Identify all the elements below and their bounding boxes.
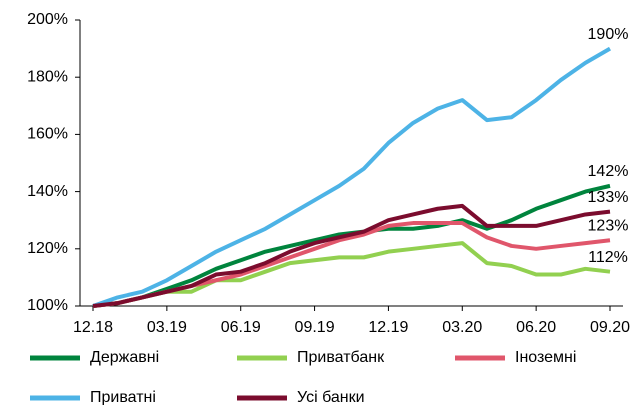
data-label: 190% (588, 26, 629, 43)
y-tick-label: 140% (27, 183, 68, 200)
x-tick-label: 12.18 (73, 319, 113, 336)
y-tick-label: 160% (27, 126, 68, 143)
y-tick-label: 200% (27, 11, 68, 28)
y-tick-label: 180% (27, 68, 68, 85)
x-tick-label: 03.20 (442, 319, 482, 336)
data-label: 142% (588, 163, 629, 180)
legend-label: Приватні (90, 389, 156, 405)
y-tick-label: 100% (27, 297, 68, 314)
x-tick-label: 06.19 (221, 319, 261, 336)
data-label: 112% (588, 249, 628, 266)
series-line (92, 241, 611, 308)
legend-label: Приватбанк (297, 349, 385, 366)
x-tick-label: 03.19 (147, 319, 187, 336)
legend-label: Іноземні (515, 349, 576, 366)
x-tick-label: 09.20 (590, 319, 630, 336)
data-label: 133% (588, 189, 629, 206)
x-tick-label: 12.19 (368, 319, 408, 336)
legend-label: Усі банки (297, 389, 365, 405)
data-label: 123% (588, 217, 629, 234)
series-line (92, 46, 612, 308)
y-tick-label: 120% (27, 240, 68, 257)
x-tick-label: 06.20 (516, 319, 556, 336)
x-tick-label: 09.19 (295, 319, 335, 336)
series-line (92, 203, 611, 308)
legend-label: Державні (90, 349, 159, 366)
series-line (92, 183, 611, 308)
